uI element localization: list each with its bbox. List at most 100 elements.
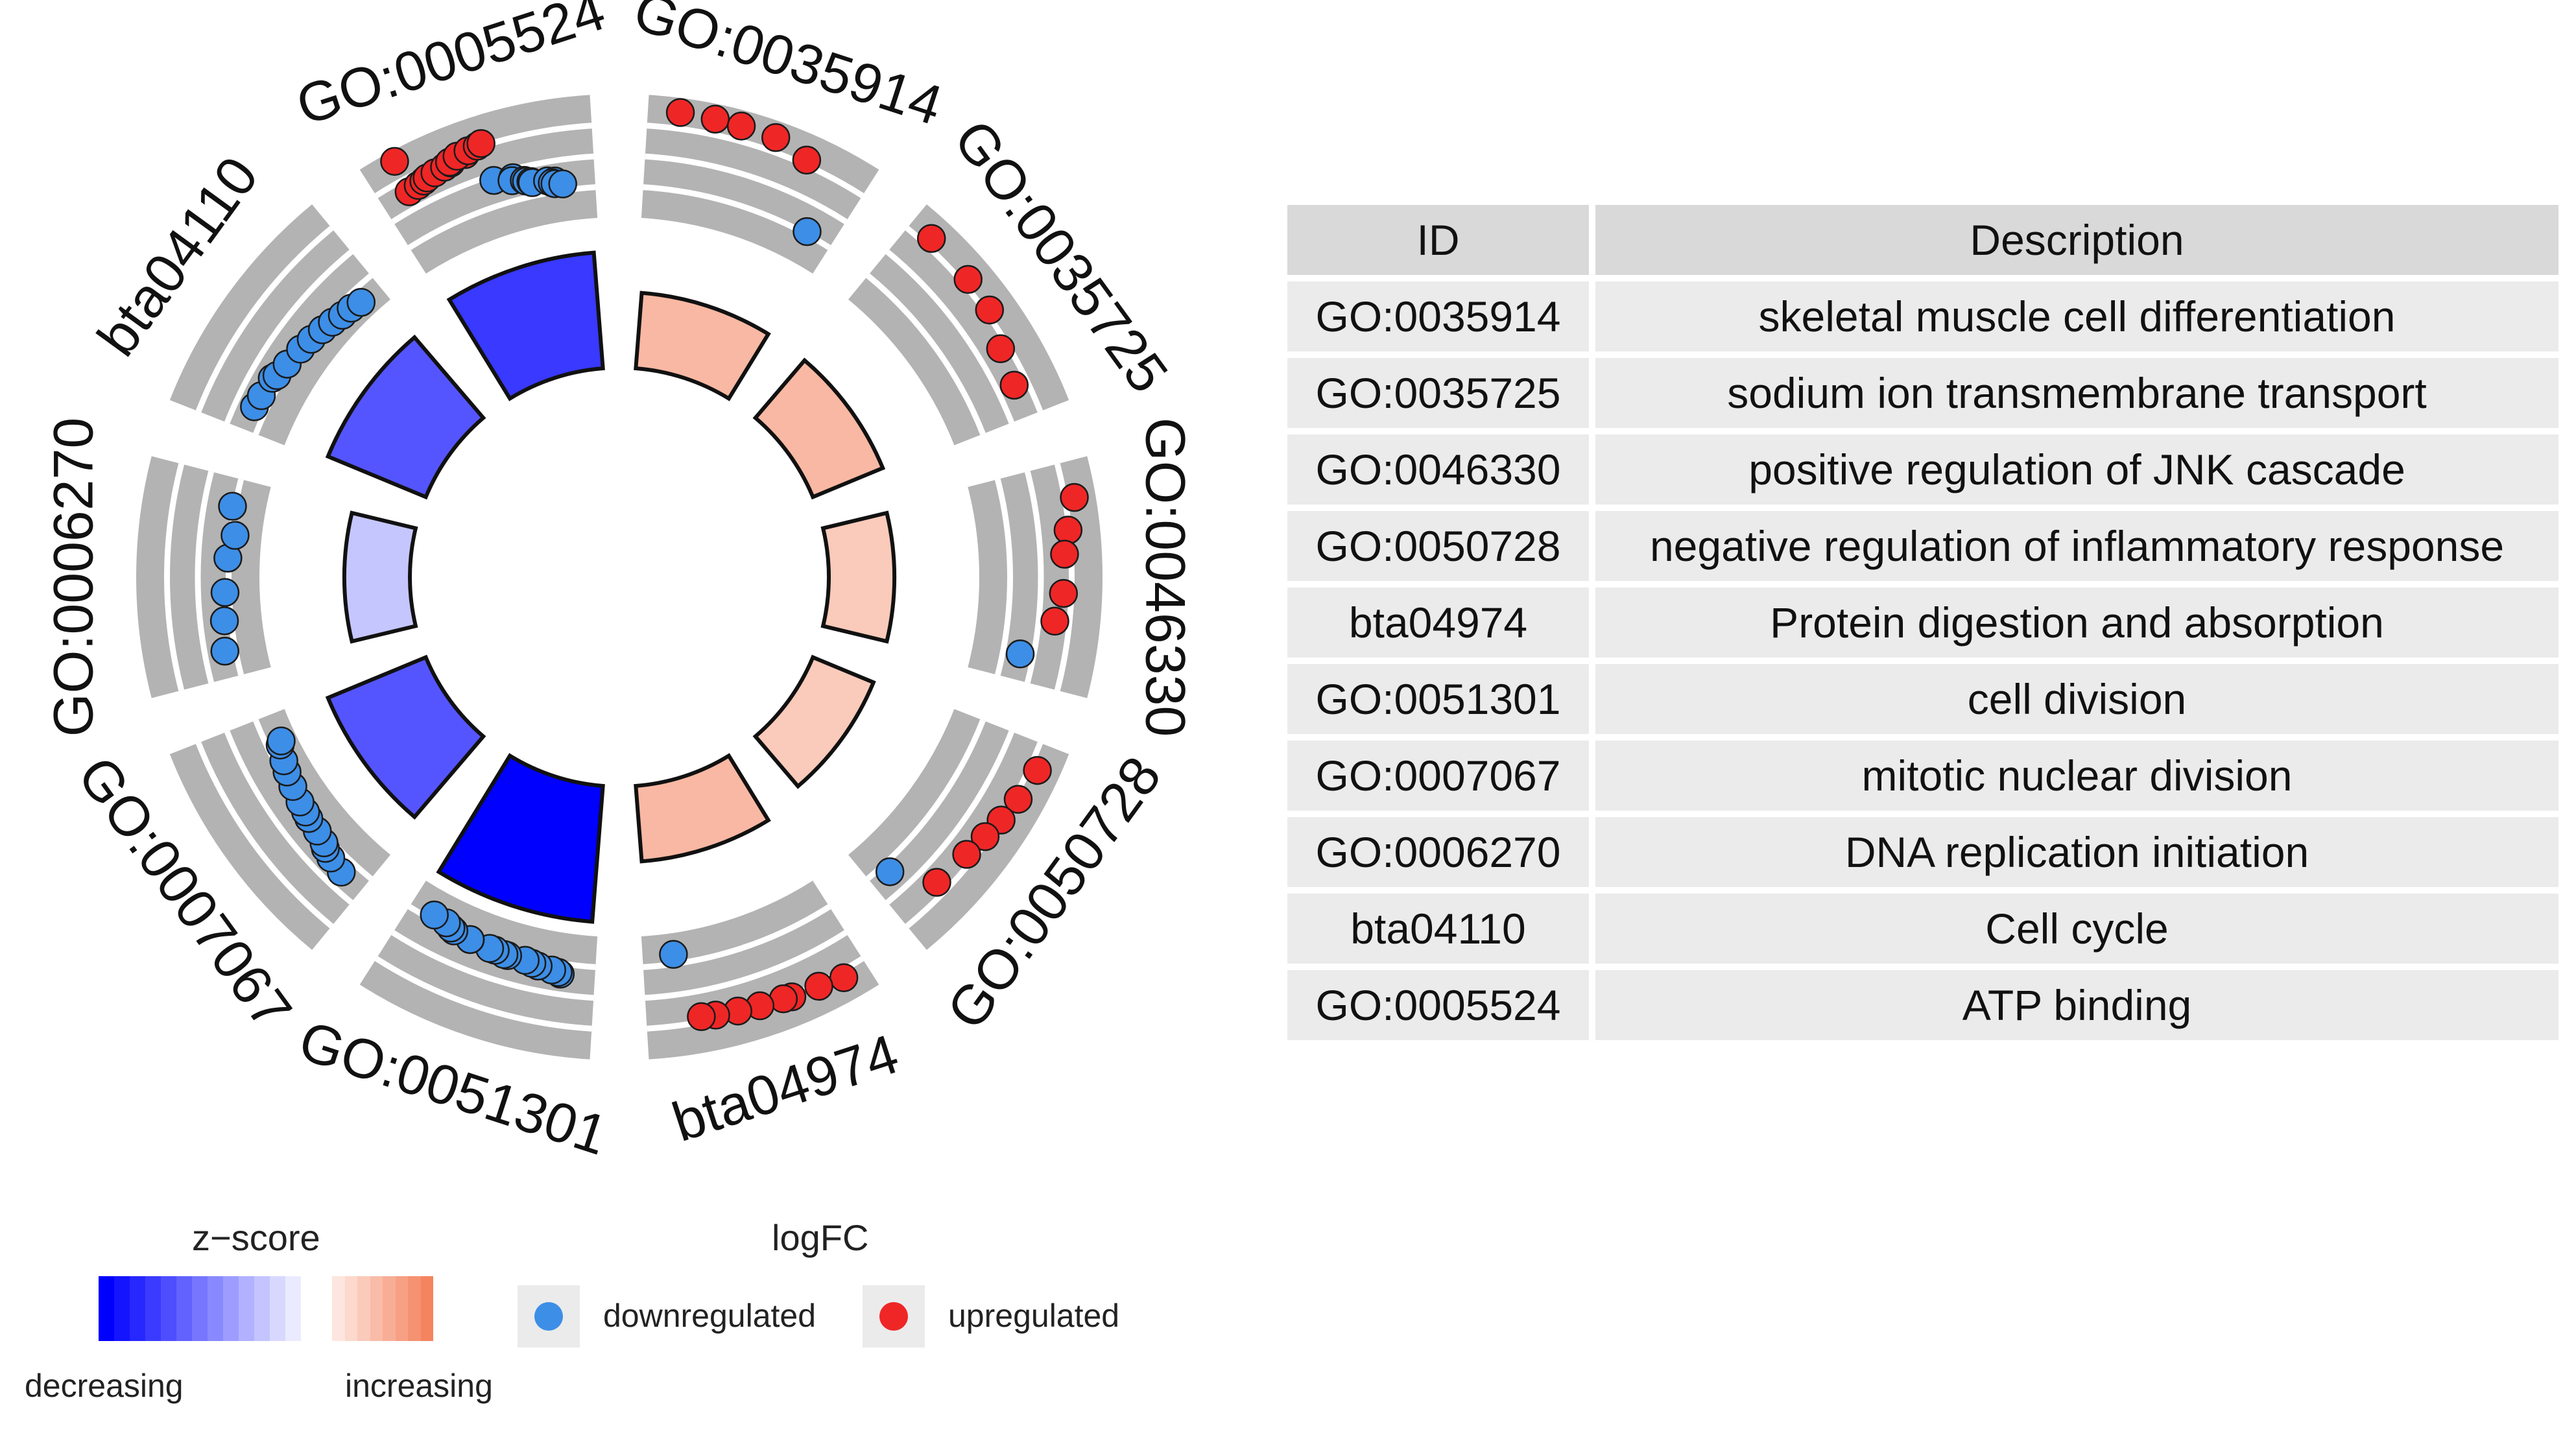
zscore-bar-GO:0005524 xyxy=(446,250,605,401)
table-cell-description: Cell cycle xyxy=(1595,894,2558,964)
table-cell-id: GO:0005524 xyxy=(1287,970,1589,1040)
downregulated-dot-icon xyxy=(534,1302,563,1331)
track-gridline xyxy=(224,249,353,424)
gene-point-up xyxy=(761,123,791,152)
track-gridline xyxy=(195,226,334,413)
gene-point-down xyxy=(420,900,449,930)
go-term-table: ID Description GO:0035914 skeletal muscl… xyxy=(1287,205,2558,1047)
table-cell-description: ATP binding xyxy=(1595,970,2558,1040)
zscore-gradient-step xyxy=(254,1276,270,1341)
table-row: GO:0006270 DNA replication initiation xyxy=(1287,817,2558,887)
zscore-bar-bta04110 xyxy=(325,334,486,500)
gene-point-up xyxy=(970,822,1000,851)
logfc-track-GO:0051301 xyxy=(359,881,598,1060)
zscore-gradient-step xyxy=(357,1276,370,1341)
gene-point-down xyxy=(1005,639,1035,669)
table-cell-description: DNA replication initiation xyxy=(1595,817,2558,887)
zscore-gradient-step xyxy=(332,1276,345,1341)
track-gridline xyxy=(645,930,848,1001)
track-gridline xyxy=(866,273,986,435)
gene-point-up xyxy=(1053,516,1083,545)
zscore-legend-increasing-label: increasing xyxy=(345,1368,493,1404)
zscore-legend-decreasing-label: decreasing xyxy=(25,1368,184,1404)
go-circle-plot: GO:0035914GO:0035725GO:0046330GO:0050728… xyxy=(43,0,1197,1167)
track-gridline xyxy=(391,930,594,1001)
gene-point-up xyxy=(975,295,1005,325)
gene-point-down xyxy=(548,169,577,198)
legend-label-downregulated: downregulated xyxy=(603,1298,817,1334)
table-body: GO:0035914 skeletal muscle cell differen… xyxy=(1287,281,2558,1040)
gene-point-up xyxy=(916,224,946,253)
term-label-GO:0046330: GO:0046330 xyxy=(1134,418,1196,737)
gene-point-up xyxy=(380,147,409,176)
zscore-bar-GO:0050728 xyxy=(752,654,876,789)
table-cell-description: skeletal muscle cell differentiation xyxy=(1595,281,2558,351)
zscore-bar-GO:0007067 xyxy=(325,654,486,820)
zscore-bar-GO:0046330 xyxy=(820,510,897,644)
table-cell-description: negative regulation of inflammatory resp… xyxy=(1595,511,2558,581)
gene-point-up xyxy=(466,129,495,158)
zscore-bar-GO:0006270 xyxy=(342,510,418,644)
zscore-gradient-step xyxy=(99,1276,114,1341)
track-gridline xyxy=(645,153,848,224)
zscore-gradient-step xyxy=(301,1276,316,1341)
gene-point-down xyxy=(346,287,376,317)
legend-key-upregulated xyxy=(863,1285,925,1348)
gene-point-up xyxy=(1040,606,1069,636)
track-gridline xyxy=(994,479,1013,676)
track-gridline xyxy=(224,730,353,905)
gene-point-up xyxy=(665,98,695,127)
table-row: GO:0046330 positive regulation of JNK ca… xyxy=(1287,434,2558,505)
table-row: bta04974 Protein digestion and absorptio… xyxy=(1287,588,2558,658)
track-gridline xyxy=(885,730,1014,905)
gene-point-down xyxy=(210,636,239,666)
gene-point-up xyxy=(1003,785,1033,814)
logfc-legend-title: logFC xyxy=(772,1217,869,1258)
gene-point-up xyxy=(687,1002,716,1031)
table-cell-id: GO:0035725 xyxy=(1287,358,1589,428)
table-row: GO:0005524 ATP binding xyxy=(1287,970,2558,1040)
gene-point-up xyxy=(1023,755,1052,785)
zscore-gradient-decreasing xyxy=(99,1276,316,1341)
gene-point-up xyxy=(1060,482,1089,512)
table-row: bta04110 Cell cycle xyxy=(1287,894,2558,964)
zscore-gradient-step xyxy=(408,1276,421,1341)
zscore-gradient-step xyxy=(145,1276,161,1341)
zscore-gradient-step xyxy=(270,1276,285,1341)
table-cell-description: mitotic nuclear division xyxy=(1595,741,2558,811)
table-cell-id: bta04110 xyxy=(1287,894,1589,964)
legend-key-downregulated xyxy=(518,1285,580,1348)
gene-point-up xyxy=(726,112,756,141)
table-row: GO:0050728 negative regulation of inflam… xyxy=(1287,511,2558,581)
logfc-track-GO:0005524 xyxy=(359,95,598,274)
table-row: GO:0035914 skeletal muscle cell differen… xyxy=(1287,281,2558,351)
term-label-GO:0006270: GO:0006270 xyxy=(43,418,105,737)
gene-point-down xyxy=(221,521,250,550)
gene-point-down xyxy=(793,217,822,246)
gene-point-down xyxy=(267,726,296,755)
zscore-gradient-step xyxy=(344,1276,357,1341)
zscore-gradient-step xyxy=(192,1276,208,1341)
gene-point-up xyxy=(1049,578,1079,608)
gene-point-up xyxy=(1050,540,1079,569)
zscore-gradient-increasing xyxy=(332,1276,433,1341)
table-cell-id: GO:0046330 xyxy=(1287,434,1589,505)
zscore-gradient-step xyxy=(239,1276,254,1341)
zscore-gradient-step xyxy=(208,1276,223,1341)
zscore-gradient-step xyxy=(395,1276,408,1341)
table-row: GO:0007067 mitotic nuclear division xyxy=(1287,741,2558,811)
zscore-gradient-step xyxy=(285,1276,301,1341)
gene-point-up xyxy=(986,334,1016,364)
gene-point-up xyxy=(953,265,983,294)
zscore-gradient-step xyxy=(114,1276,130,1341)
gene-point-down xyxy=(875,857,905,886)
table-cell-id: GO:0051301 xyxy=(1287,664,1589,734)
track-gridline xyxy=(195,471,215,683)
zscore-gradient-step xyxy=(176,1276,192,1341)
gene-point-down xyxy=(659,940,688,969)
track-gridline xyxy=(164,463,185,691)
zscore-bar-GO:0035725 xyxy=(752,357,886,500)
table-header-id: ID xyxy=(1287,205,1589,275)
table-cell-description: cell division xyxy=(1595,664,2558,734)
gene-point-up xyxy=(922,868,951,897)
